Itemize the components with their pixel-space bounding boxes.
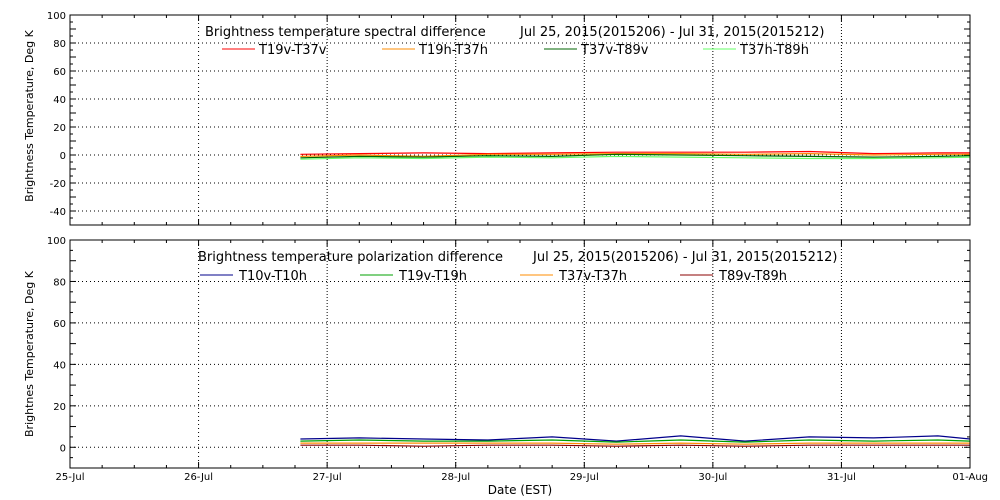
plot-frame — [69, 14, 971, 226]
tick-marks — [69, 14, 971, 226]
plot-frame — [69, 239, 971, 469]
y-tick-label: -40 — [50, 207, 66, 218]
x-tick-label: 26-Jul — [184, 472, 213, 483]
x-tick-labels: 25-Jul 26-Jul 27-Jul 28-Jul 29-Jul 30-Jul 31-J… — [56, 472, 988, 483]
legend-item: T19h-T37h — [382, 43, 488, 58]
series-line-t89v-t89h — [300, 444, 970, 447]
y-tick-labels: -40 -20 0 20 40 60 80 100 — [47, 11, 66, 218]
series-line-t37v-t37h — [300, 442, 970, 445]
x-tick-label: 31-Jul — [827, 472, 856, 483]
x-axis-label: Date (EST) — [488, 483, 552, 497]
legend-label: T89v-T89h — [718, 269, 787, 284]
series-line-t19v-t37v — [300, 150, 970, 155]
tick-marks — [69, 239, 971, 469]
legend: T19v-T37v T19h-T37h T37v-T89v T37h-T89h — [222, 43, 809, 58]
legend-item: T89v-T89h — [680, 269, 787, 284]
x-tick-label: 25-Jul — [56, 472, 85, 483]
x-tick-label: 30-Jul — [698, 472, 727, 483]
legend-label: T37v-T89v — [580, 43, 649, 58]
chart-title: Brightness temperature polarization diff… — [198, 250, 503, 265]
y-tick-label: 80 — [53, 277, 66, 288]
legend-item: T37h-T89h — [703, 43, 809, 58]
y-tick-label: 0 — [60, 443, 66, 454]
grid-lines — [70, 14, 970, 225]
spectral-difference-panel: -40 -20 0 20 40 60 80 100 Brightness temperatur… — [23, 11, 971, 226]
grid-lines — [70, 239, 970, 468]
y-tick-label: -20 — [50, 179, 66, 190]
series-line-t10v-t10h — [300, 435, 971, 442]
y-tick-label: 100 — [47, 236, 66, 247]
series-lines — [300, 150, 971, 160]
x-tick-label: 01-Aug — [952, 472, 988, 483]
legend-item: T19v-T19h — [360, 269, 467, 284]
x-tick-label: 27-Jul — [313, 472, 342, 483]
series-line-t19h-t37h — [300, 152, 970, 158]
chart-date-range: Jul 25, 2015(2015206) - Jul 31, 2015(201… — [532, 250, 837, 265]
y-axis-label: Brightness Temperature, Deg K — [23, 29, 36, 201]
legend: T10v-T10h T19v-T19h T37v-T37h T89v-T89h — [200, 269, 787, 284]
y-tick-label: 20 — [53, 402, 66, 413]
series-lines — [300, 435, 971, 447]
y-tick-label: 80 — [53, 39, 66, 50]
legend-item: T37v-T89v — [544, 43, 649, 58]
y-tick-label: 40 — [53, 95, 66, 106]
series-line-t37h-t89h — [300, 155, 971, 160]
legend-label: T19v-T19h — [398, 269, 467, 284]
legend-item: T37v-T37h — [520, 269, 627, 284]
chart-title: Brightness temperature spectral differen… — [205, 25, 486, 40]
y-tick-label: 60 — [53, 67, 66, 78]
legend-item: T19v-T37v — [222, 43, 327, 58]
legend-label: T37h-T89h — [739, 43, 809, 58]
polarization-difference-panel: 0 20 40 60 80 100 25-Jul 26-Jul 27-Jul 28-Jul 29-… — [23, 236, 988, 497]
y-tick-label: 60 — [53, 319, 66, 330]
x-tick-label: 28-Jul — [441, 472, 470, 483]
chart-date-range: Jul 25, 2015(2015206) - Jul 31, 2015(201… — [519, 25, 824, 40]
y-tick-label: 40 — [53, 360, 66, 371]
y-tick-label: 20 — [53, 123, 66, 134]
series-line-t37v-t89v — [300, 153, 971, 159]
y-axis-label: Brightnes Temperature, Deg K — [23, 270, 36, 437]
legend-label: T37v-T37h — [558, 269, 627, 284]
y-tick-label: 100 — [47, 11, 66, 22]
legend-label: T19h-T37h — [418, 43, 488, 58]
series-line-t19v-t19h — [300, 439, 971, 443]
legend-label: T10v-T10h — [238, 269, 307, 284]
y-tick-labels: 0 20 40 60 80 100 — [47, 236, 66, 454]
y-tick-label: 0 — [60, 151, 66, 162]
legend-item: T10v-T10h — [200, 269, 307, 284]
x-tick-label: 29-Jul — [570, 472, 599, 483]
legend-label: T19v-T37v — [258, 43, 327, 58]
